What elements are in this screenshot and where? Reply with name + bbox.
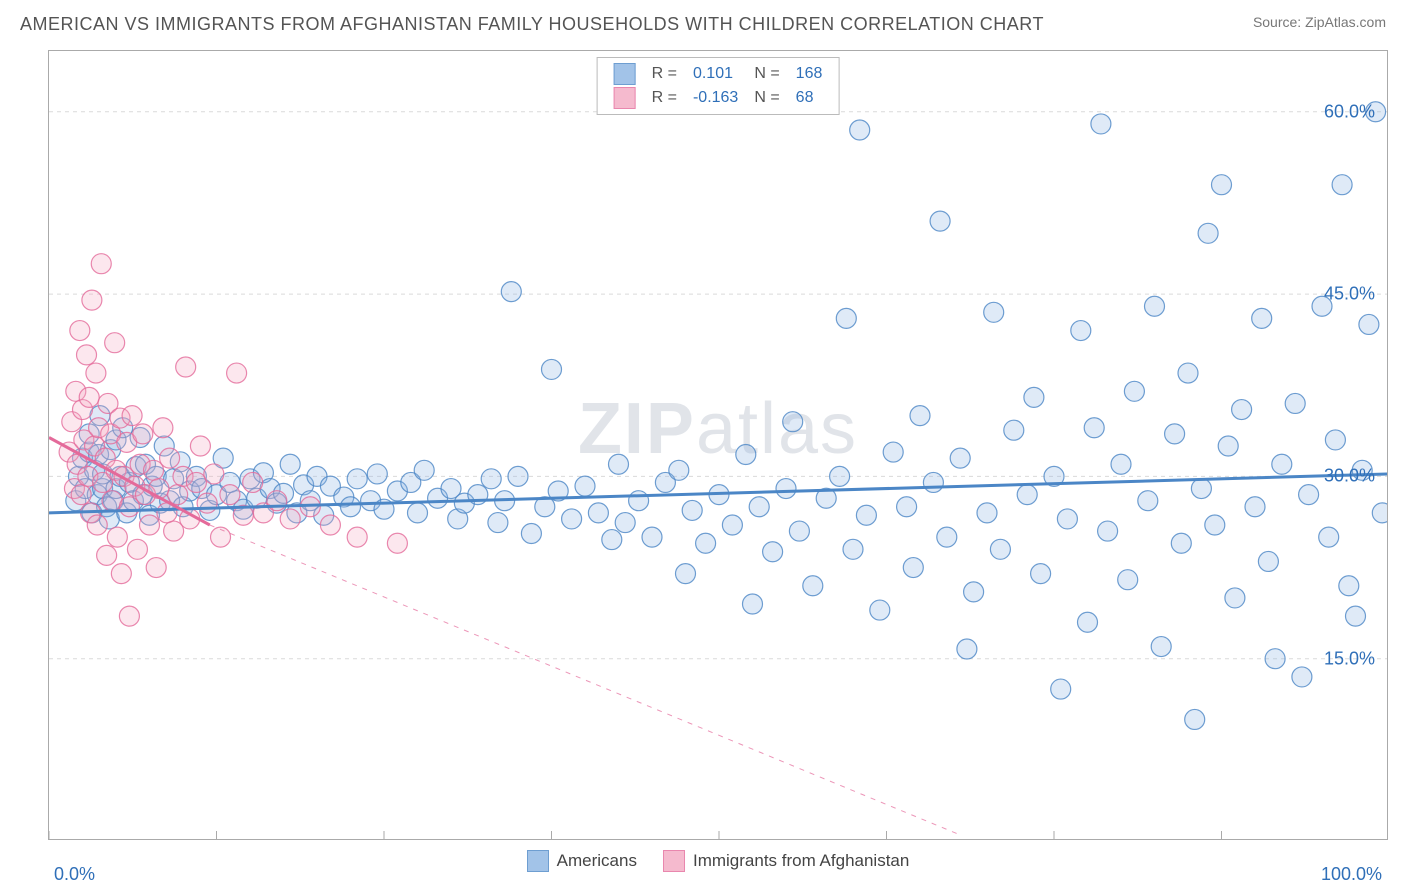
chart-title: AMERICAN VS IMMIGRANTS FROM AFGHANISTAN … xyxy=(20,14,1044,35)
source-label: Source: ZipAtlas.com xyxy=(1253,14,1386,30)
legend-n-value-1: 168 xyxy=(788,62,831,86)
x-tick-min: 0.0% xyxy=(54,864,95,885)
legend-n-value-2: 68 xyxy=(788,86,831,110)
legend-n-label: N = xyxy=(746,62,787,86)
chart-header: AMERICAN VS IMMIGRANTS FROM AFGHANISTAN … xyxy=(0,0,1406,41)
y-tick-label: 15.0% xyxy=(1324,648,1375,669)
legend-n-label: N = xyxy=(746,86,787,110)
scatter-plot xyxy=(49,51,1387,839)
x-tick-max: 100.0% xyxy=(1321,864,1382,885)
legend-r-label: R = xyxy=(644,62,685,86)
legend-swatch-1 xyxy=(614,63,636,85)
legend-r-label: R = xyxy=(644,86,685,110)
legend-r-value-2: -0.163 xyxy=(685,86,746,110)
legend-r-value-1: 0.101 xyxy=(685,62,746,86)
y-tick-label: 60.0% xyxy=(1324,101,1375,122)
legend-swatch-2 xyxy=(614,87,636,109)
y-tick-label: 30.0% xyxy=(1324,466,1375,487)
legend-row-series-1: R = 0.101 N = 168 xyxy=(606,62,831,86)
chart-area: ZIPatlas R = 0.101 N = 168 R = -0.163 N … xyxy=(48,50,1388,840)
y-tick-label: 45.0% xyxy=(1324,284,1375,305)
x-tick-labels: 0.0% 100.0% xyxy=(48,864,1388,890)
legend-row-series-2: R = -0.163 N = 68 xyxy=(606,86,831,110)
correlation-legend: R = 0.101 N = 168 R = -0.163 N = 68 xyxy=(597,57,840,115)
